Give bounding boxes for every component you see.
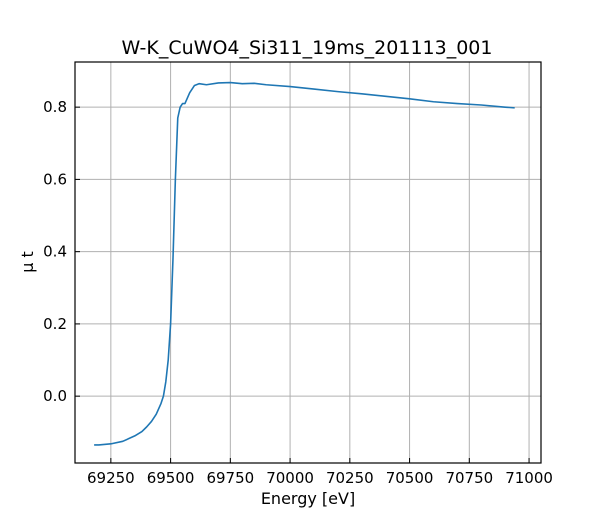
x-tick-label: 70000 <box>266 469 314 487</box>
x-tick-label: 70750 <box>445 469 493 487</box>
tick-layer: 69250 69500 69750 70000 70250 70500 70750 71000… <box>43 98 553 487</box>
y-tick-label: 0.6 <box>43 170 67 188</box>
x-axis-label: Energy [eV] <box>261 489 355 508</box>
x-tick-label: 70250 <box>326 469 374 487</box>
y-axis-label: μ t <box>18 251 37 273</box>
x-tick-label: 69250 <box>87 469 135 487</box>
y-tick-label: 0.4 <box>43 243 67 261</box>
y-tick-label: 0.2 <box>43 315 67 333</box>
series-line <box>94 81 515 446</box>
series-layer <box>94 81 515 446</box>
y-tick-label: 0.8 <box>43 98 67 116</box>
y-tick-label: 0.0 <box>43 387 67 405</box>
x-tick-label: 69750 <box>206 469 254 487</box>
x-tick-label: 69500 <box>147 469 195 487</box>
chart-title: W-K_CuWO4_Si311_19ms_201113_001 <box>122 37 493 59</box>
x-tick-label: 70500 <box>386 469 434 487</box>
plot-frame <box>74 61 542 464</box>
grid-layer <box>75 62 541 463</box>
x-tick-label: 71000 <box>505 469 553 487</box>
